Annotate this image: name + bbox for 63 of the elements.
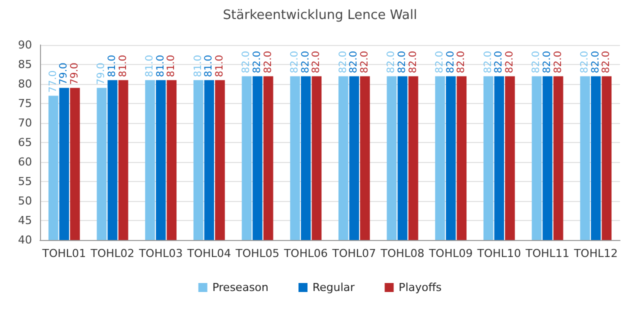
data-label: 82.0: [359, 50, 370, 74]
y-tick-label: 75: [18, 97, 32, 110]
data-label: 81.0: [155, 54, 166, 78]
data-label: 81.0: [107, 54, 118, 78]
y-tick-label: 65: [18, 136, 32, 149]
y-tick-label: 40: [18, 234, 32, 246]
data-label: 79.0: [96, 62, 108, 85]
data-label: 82.0: [456, 50, 468, 74]
data-label: 79.0: [58, 62, 70, 85]
data-label: 81.0: [166, 54, 178, 78]
data-label: 82.0: [445, 50, 456, 74]
y-tick-label: 55: [18, 175, 32, 188]
data-label: 77.0: [48, 70, 59, 93]
y-tick-label: 90: [18, 38, 32, 52]
x-tick-label: TOHL09: [428, 247, 473, 260]
x-tick-label: TOHL05: [234, 247, 280, 260]
data-label: 81.0: [118, 54, 129, 78]
data-label: 82.0: [552, 50, 564, 74]
x-tick-label: TOHL06: [282, 247, 328, 260]
data-label: 82.0: [348, 50, 360, 74]
x-tick-label: TOHL03: [138, 247, 183, 260]
x-tick-label: TOHL01: [41, 247, 86, 260]
legend-label: Regular: [312, 281, 356, 294]
legend-label: Playoffs: [398, 281, 442, 294]
data-label: 81.0: [192, 54, 204, 78]
data-label: 82.0: [300, 50, 312, 74]
y-tick-label: 45: [18, 214, 32, 227]
data-label: 82.0: [434, 50, 446, 74]
x-tick-label: TOHL12: [572, 247, 618, 260]
legend-label: Preseason: [212, 281, 269, 294]
y-tick-label: 85: [18, 58, 32, 71]
data-label: 82.0: [504, 50, 516, 74]
data-label: 82.0: [338, 50, 349, 74]
data-label: 82.0: [408, 50, 419, 74]
y-tick-label: 70: [18, 116, 32, 130]
data-label: 81.0: [214, 54, 226, 78]
data-label: 82.0: [542, 50, 553, 74]
x-tick-label: TOHL11: [524, 247, 570, 260]
data-label: 82.0: [601, 50, 612, 74]
data-label: 81.0: [144, 54, 156, 78]
data-label: 82.0: [580, 50, 591, 74]
data-label: 82.0: [397, 50, 408, 74]
data-label: 82.0: [494, 50, 505, 74]
data-label: 82.0: [290, 50, 301, 74]
data-label: 82.0: [241, 50, 252, 74]
data-label: 81.0: [204, 54, 215, 78]
data-label: 82.0: [262, 50, 274, 74]
x-tick-label: TOHL04: [186, 247, 232, 260]
x-tick-label: TOHL07: [331, 247, 376, 260]
y-tick-label: 50: [18, 194, 32, 208]
y-tick-label: 60: [18, 156, 32, 168]
y-tick-label: 80: [18, 78, 32, 90]
data-label: 82.0: [531, 50, 542, 74]
data-label: 82.0: [386, 50, 398, 74]
chart-title: Stärkeentwicklung Lence Wall: [222, 8, 418, 23]
x-tick-label: TOHL10: [476, 247, 522, 260]
data-label: 82.0: [311, 50, 322, 74]
data-label: 79.0: [69, 62, 80, 85]
data-label: 82.0: [590, 50, 602, 74]
data-label: 82.0: [482, 50, 494, 74]
data-label: 82.0: [252, 50, 263, 74]
x-tick-label: TOHL08: [380, 247, 424, 260]
x-tick-label: TOHL02: [90, 247, 134, 260]
